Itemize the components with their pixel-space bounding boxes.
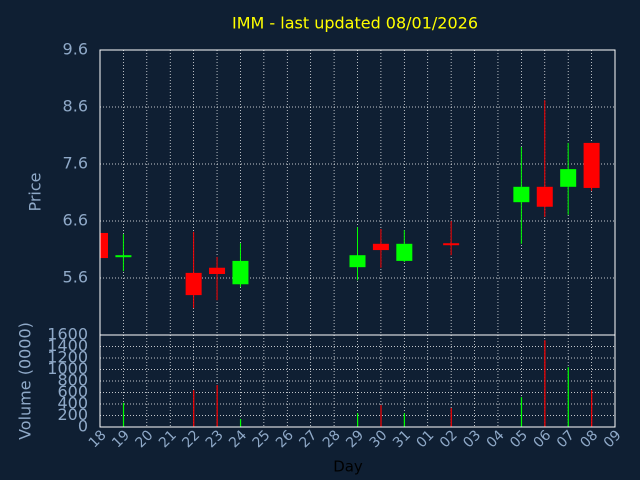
candle-body bbox=[115, 255, 132, 258]
price-marks bbox=[100, 100, 600, 309]
x-tick-label: 18 bbox=[86, 427, 110, 451]
volume-bar bbox=[357, 413, 359, 427]
volume-bar bbox=[450, 408, 452, 427]
x-tick-label: 01 bbox=[413, 427, 437, 451]
x-tick-label: 30 bbox=[367, 427, 391, 451]
candle-body bbox=[372, 243, 389, 251]
x-tick-label: 31 bbox=[390, 427, 414, 451]
x-tick-label: 03 bbox=[460, 427, 484, 451]
y-tick-label: 200 bbox=[57, 405, 88, 424]
candle-body bbox=[232, 260, 249, 285]
volume-bar bbox=[193, 390, 195, 427]
candle-body bbox=[443, 243, 460, 246]
x-tick-label: 05 bbox=[507, 427, 531, 451]
x-tick-label: 07 bbox=[554, 427, 578, 451]
y-tick-label: 1400 bbox=[47, 336, 88, 355]
candle-body bbox=[100, 232, 108, 259]
volume-bar bbox=[216, 385, 218, 427]
y-tick-label: 7.6 bbox=[63, 154, 88, 173]
candle-body bbox=[209, 267, 226, 275]
y-axis-title: Volume (0000) bbox=[16, 322, 35, 440]
y-tick-label: 800 bbox=[57, 371, 88, 390]
y-tick-label: 1000 bbox=[47, 359, 88, 378]
candle-body bbox=[349, 255, 366, 268]
x-tick-label: 28 bbox=[320, 427, 344, 451]
volume-bar bbox=[239, 418, 242, 427]
x-tick-label: 26 bbox=[273, 427, 297, 451]
x-tick-label: 09 bbox=[601, 427, 625, 451]
candle-body bbox=[583, 142, 600, 188]
y-tick-label: 9.6 bbox=[63, 40, 88, 59]
volume-bar bbox=[591, 390, 593, 427]
volume-bar bbox=[403, 413, 406, 427]
candle-body bbox=[396, 243, 413, 261]
x-tick-label: 04 bbox=[484, 427, 508, 451]
x-tick-label: 02 bbox=[437, 427, 461, 451]
y-tick-label: 8.6 bbox=[63, 97, 88, 116]
candle-body bbox=[185, 272, 202, 296]
x-tick-label: 21 bbox=[156, 427, 180, 451]
x-tick-label: 27 bbox=[296, 427, 320, 451]
x-tick-label: 06 bbox=[531, 427, 555, 451]
y-axis-title: Price bbox=[26, 172, 45, 211]
volume-bar bbox=[544, 340, 546, 427]
volume-bar bbox=[520, 397, 523, 427]
candle-body bbox=[513, 186, 530, 203]
x-tick-label: 23 bbox=[203, 427, 227, 451]
x-tick-label: 24 bbox=[226, 427, 250, 451]
y-tick-label: 400 bbox=[57, 394, 88, 413]
x-tick-label: 25 bbox=[250, 427, 274, 451]
volume-bar bbox=[567, 367, 569, 427]
volume-bar bbox=[380, 405, 382, 427]
x-axis-title: Day bbox=[333, 458, 363, 476]
y-tick-label: 1600 bbox=[47, 325, 88, 344]
x-tick-label: 29 bbox=[343, 427, 367, 451]
y-tick-label: 1200 bbox=[47, 348, 88, 367]
candle-body bbox=[536, 186, 553, 207]
volume-bar bbox=[122, 402, 125, 427]
x-tick-label: 20 bbox=[133, 427, 157, 451]
chart-title: IMM - last updated 08/01/2026 bbox=[232, 14, 478, 33]
x-tick-label: 22 bbox=[179, 427, 203, 451]
y-tick-label: 0 bbox=[78, 417, 88, 436]
y-tick-label: 600 bbox=[57, 382, 88, 401]
panel-frame bbox=[99, 334, 616, 428]
x-tick-label: 19 bbox=[109, 427, 133, 451]
y-tick-label: 6.6 bbox=[63, 211, 88, 230]
candle-body bbox=[560, 169, 577, 187]
x-tick-label: 08 bbox=[577, 427, 601, 451]
y-tick-label: 5.6 bbox=[63, 268, 88, 287]
